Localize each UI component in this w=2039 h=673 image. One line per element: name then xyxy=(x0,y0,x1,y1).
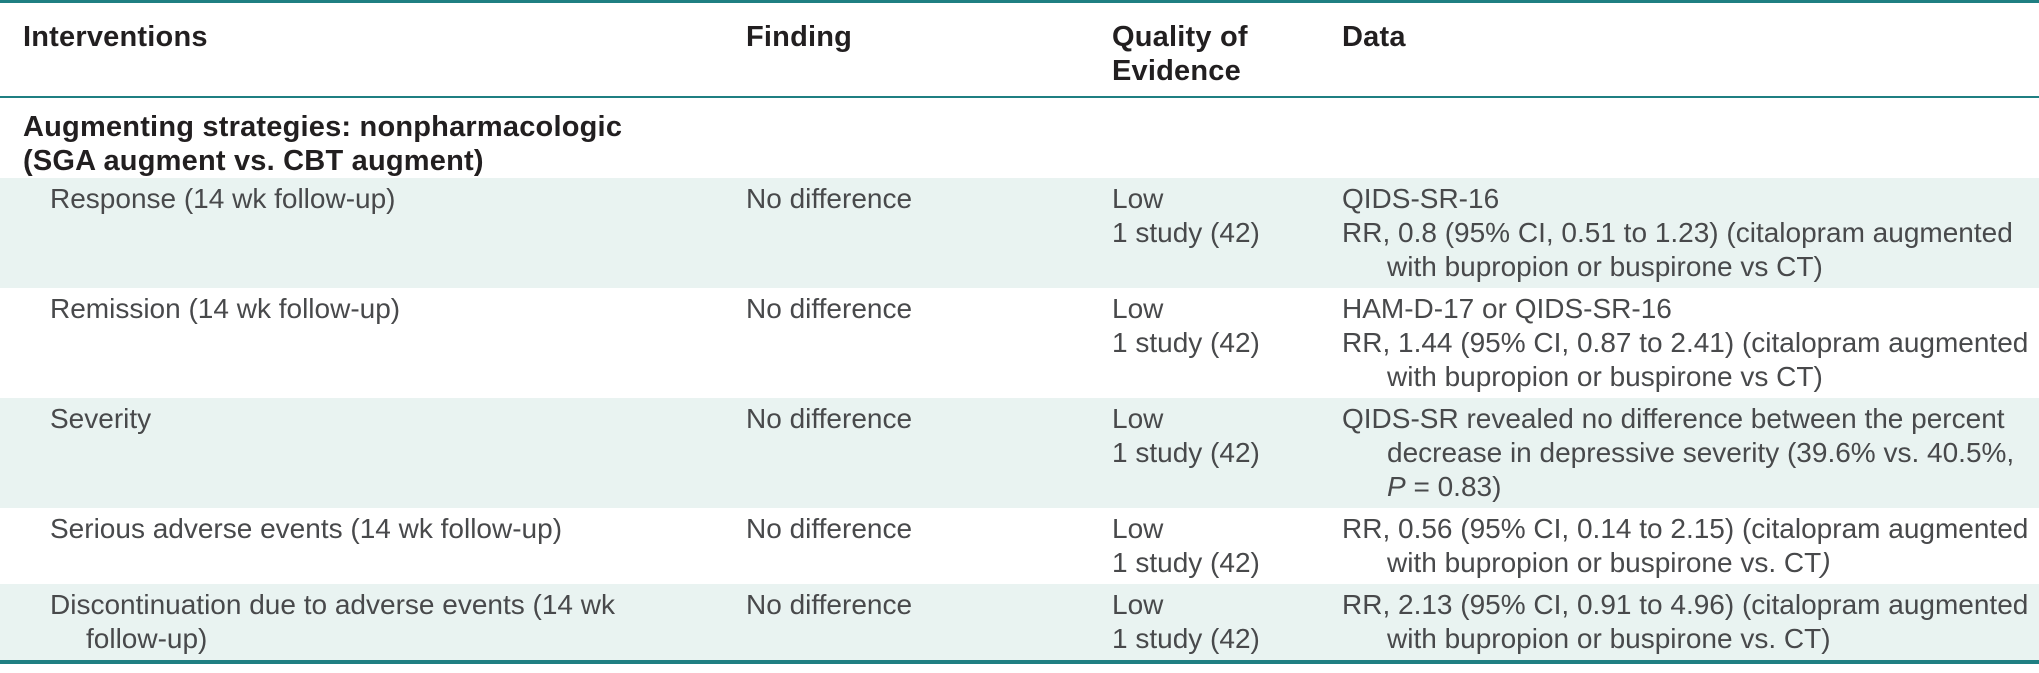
text-line: RR, 0.8 (95% CI, 0.51 to 1.23) (citalopr… xyxy=(1342,216,2039,250)
quality-of-evidence-cell: Low 1 study (42) xyxy=(1112,292,1342,394)
text-line: with bupropion or buspirone vs. CT) xyxy=(1342,622,2039,656)
quality-of-evidence-cell: Low 1 study (42) xyxy=(1112,588,1342,656)
header-cell-finding: Finding xyxy=(746,21,853,53)
data-cell: QIDS-SR-16 RR, 0.8 (95% CI, 0.51 to 1.23)… xyxy=(1342,182,2039,284)
text-segment: RR, 0.56 (95% CI, 0.14 to 2.15) (citalop… xyxy=(1342,513,2029,544)
intervention-cell: Severity xyxy=(0,402,746,504)
intervention-cell: Discontinuation due to adverse events (1… xyxy=(0,588,746,656)
section-title-line: Augmenting strategies: nonpharmacologic xyxy=(23,111,623,143)
text-line: No difference xyxy=(746,293,913,324)
table-bottom-rule xyxy=(0,660,2039,664)
text-line: Low xyxy=(1112,403,1164,434)
text-line: Low xyxy=(1112,589,1164,620)
intervention-cell: Remission (14 wk follow-up) xyxy=(0,292,746,394)
data-cell: QIDS-SR revealed no difference between t… xyxy=(1342,402,2039,504)
table-row: Response (14 wk follow-up) No difference… xyxy=(0,178,2039,288)
text-line: No difference xyxy=(746,589,913,620)
text-segment: with bupropion or buspirone vs. CT xyxy=(1387,547,1822,578)
header-cell-interventions: Interventions xyxy=(23,21,208,53)
header-cell-quality-of-evidence: Quality of Evidence xyxy=(1112,21,1248,87)
finding-cell: No difference xyxy=(746,182,1112,284)
text-line: Severity xyxy=(50,403,152,434)
text-line: 1 study (42) xyxy=(1112,623,1260,654)
finding-cell: No difference xyxy=(746,292,1112,394)
text-line: with bupropion or buspirone vs. CT) xyxy=(1342,546,2039,580)
text-line: QIDS-SR revealed no difference between t… xyxy=(1342,402,2039,436)
text-line: 1 study (42) xyxy=(1112,437,1260,468)
text-line: Response (14 wk follow-up) xyxy=(50,183,396,214)
quality-of-evidence-cell: Low 1 study (42) xyxy=(1112,182,1342,284)
text-segment: QIDS-SR-16 xyxy=(1342,183,1500,214)
text-segment: RR, 2.13 (95% CI, 0.91 to 4.96) (citalop… xyxy=(1342,589,2029,620)
data-cell: HAM-D-17 or QIDS-SR-16 RR, 1.44 (95% CI, … xyxy=(1342,292,2039,394)
section-title-line: (SGA augment vs. CBT augment) xyxy=(23,145,484,177)
section-header-row: Augmenting strategies: nonpharmacologic … xyxy=(0,98,2039,178)
quality-of-evidence-cell: Low 1 study (42) xyxy=(1112,402,1342,504)
text-line: decrease in depressive severity (39.6% v… xyxy=(1342,436,2039,470)
data-cell: RR, 0.56 (95% CI, 0.14 to 2.15) (citalop… xyxy=(1342,512,2039,580)
table-header-row: Interventions Finding Quality of Evidenc… xyxy=(0,3,2039,98)
table-row: Serious adverse events (14 wk follow-up)… xyxy=(0,508,2039,584)
text-line: P = 0.83) xyxy=(1342,470,2039,504)
text-line: RR, 1.44 (95% CI, 0.87 to 2.41) (citalop… xyxy=(1342,326,2039,360)
text-line: 1 study (42) xyxy=(1112,327,1260,358)
text-line: Serious adverse events (14 wk follow-up) xyxy=(50,513,563,544)
text-segment: RR, 0.8 (95% CI, 0.51 to 1.23) (citalopr… xyxy=(1342,217,2013,248)
text-line: Discontinuation due to adverse events (1… xyxy=(50,589,615,620)
text-line: No difference xyxy=(746,183,913,214)
text-line: QIDS-SR-16 xyxy=(1342,182,2039,216)
text-segment: RR, 1.44 (95% CI, 0.87 to 2.41) (citalop… xyxy=(1342,327,2029,358)
table-body: Response (14 wk follow-up) No difference… xyxy=(0,178,2039,660)
text-segment: with bupropion or buspirone vs. CT) xyxy=(1387,623,1831,654)
text-segment: decrease in depressive severity (39.6% v… xyxy=(1387,437,2015,468)
text-line: 1 study (42) xyxy=(1112,217,1260,248)
text-line: follow-up) xyxy=(86,623,208,654)
text-segment: with bupropion or buspirone vs CT) xyxy=(1387,361,1823,392)
text-line: RR, 0.56 (95% CI, 0.14 to 2.15) (citalop… xyxy=(1342,512,2039,546)
text-segment: with bupropion or buspirone vs CT) xyxy=(1387,251,1823,282)
table-row: Discontinuation due to adverse events (1… xyxy=(0,584,2039,660)
quality-of-evidence-cell: Low 1 study (42) xyxy=(1112,512,1342,580)
text-line: Low xyxy=(1112,183,1164,214)
finding-cell: No difference xyxy=(746,402,1112,504)
finding-cell: No difference xyxy=(746,512,1112,580)
text-segment: QIDS-SR revealed no difference between t… xyxy=(1342,403,2005,434)
text-line: 1 study (42) xyxy=(1112,547,1260,578)
text-line: No difference xyxy=(746,403,913,434)
table-row: Remission (14 wk follow-up) No differenc… xyxy=(0,288,2039,398)
text-line: with bupropion or buspirone vs CT) xyxy=(1342,250,2039,284)
section-title: Augmenting strategies: nonpharmacologic … xyxy=(0,110,2039,178)
text-line: Low xyxy=(1112,293,1164,324)
intervention-cell: Serious adverse events (14 wk follow-up) xyxy=(0,512,746,580)
text-line: Remission (14 wk follow-up) xyxy=(50,293,401,324)
text-line: HAM-D-17 or QIDS-SR-16 xyxy=(1342,292,2039,326)
text-segment: P xyxy=(1387,471,1406,502)
text-line: No difference xyxy=(746,513,913,544)
table-row: Severity No difference Low 1 study (42) Q… xyxy=(0,398,2039,508)
text-segment: ) xyxy=(1821,547,1831,578)
text-segment: HAM-D-17 or QIDS-SR-16 xyxy=(1342,293,1672,324)
data-cell: RR, 2.13 (95% CI, 0.91 to 4.96) (citalop… xyxy=(1342,588,2039,656)
header-cell-data: Data xyxy=(1342,21,1406,53)
text-segment: = 0.83) xyxy=(1405,471,1502,502)
text-line: with bupropion or buspirone vs CT) xyxy=(1342,360,2039,394)
finding-cell: No difference xyxy=(746,588,1112,656)
text-line: RR, 2.13 (95% CI, 0.91 to 4.96) (citalop… xyxy=(1342,588,2039,622)
text-line: Low xyxy=(1112,513,1164,544)
intervention-cell: Response (14 wk follow-up) xyxy=(0,182,746,284)
